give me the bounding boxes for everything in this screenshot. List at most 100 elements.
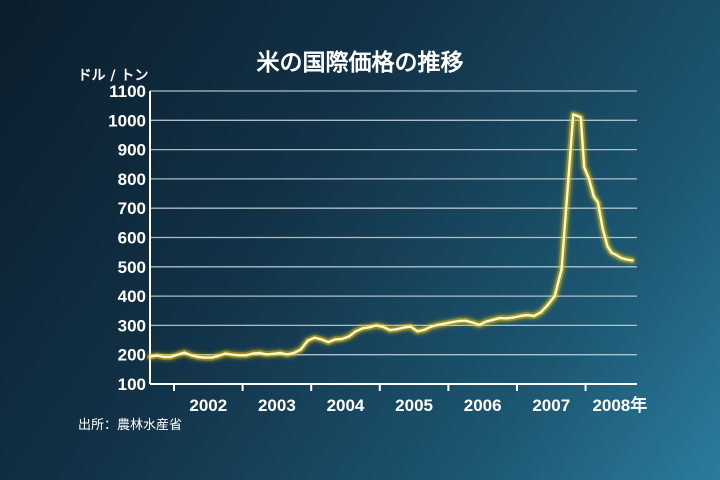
data-point bbox=[471, 321, 474, 324]
data-point bbox=[402, 326, 405, 329]
data-point bbox=[532, 314, 536, 318]
data-point bbox=[443, 322, 447, 325]
data-point bbox=[512, 316, 515, 319]
data-point bbox=[560, 268, 563, 271]
y-tick-label: 1000 bbox=[108, 111, 146, 130]
data-point bbox=[450, 320, 454, 324]
chart-title: 米の国際価格の推移 bbox=[257, 49, 464, 76]
data-point bbox=[484, 320, 488, 323]
x-tick-label: 2008年 bbox=[592, 395, 647, 415]
data-point bbox=[299, 348, 303, 351]
data-point bbox=[615, 253, 618, 257]
data-point bbox=[203, 356, 207, 359]
data-point bbox=[265, 353, 268, 356]
data-point bbox=[327, 340, 330, 344]
data-point bbox=[423, 328, 426, 331]
data-point bbox=[347, 335, 351, 338]
data-point bbox=[620, 256, 623, 260]
x-tick-label: 2005 bbox=[395, 396, 433, 415]
data-point bbox=[576, 114, 579, 118]
price-line-glow bbox=[147, 111, 636, 361]
y-tick-label: 100 bbox=[118, 375, 146, 394]
data-point bbox=[625, 258, 628, 261]
y-tick-label: 1100 bbox=[109, 82, 146, 101]
data-point bbox=[610, 251, 613, 254]
y-tick-label: 500 bbox=[118, 258, 146, 277]
data-point bbox=[333, 338, 337, 341]
data-point bbox=[244, 354, 248, 357]
data-point bbox=[292, 351, 296, 355]
data-point bbox=[306, 339, 309, 342]
y-tick-label: 300 bbox=[118, 316, 146, 335]
data-point bbox=[375, 324, 378, 327]
data-point bbox=[457, 319, 460, 323]
data-point bbox=[505, 317, 508, 320]
data-point bbox=[567, 177, 570, 181]
data-point bbox=[491, 318, 495, 322]
y-tick-label: 600 bbox=[118, 229, 146, 248]
data-point bbox=[313, 336, 316, 339]
data-point bbox=[572, 113, 575, 116]
x-tick-label: 2006 bbox=[464, 396, 502, 415]
data-point bbox=[539, 311, 543, 314]
y-tick-label: 700 bbox=[118, 199, 146, 218]
data-point bbox=[258, 351, 261, 355]
data-point bbox=[478, 323, 481, 327]
x-tick-label: 2002 bbox=[189, 396, 227, 415]
data-point bbox=[272, 352, 275, 356]
data-point bbox=[361, 327, 364, 330]
data-point bbox=[148, 355, 152, 358]
data-point bbox=[596, 201, 600, 204]
data-point bbox=[601, 227, 604, 230]
data-point bbox=[382, 325, 385, 329]
data-point bbox=[237, 354, 241, 357]
y-tick-label: 800 bbox=[118, 170, 146, 189]
data-point bbox=[176, 353, 179, 356]
source-note: 出所：農林水産省 bbox=[78, 417, 182, 433]
x-axis-ticks: 2002 2003 2004 2005 2006 2007 2008年 bbox=[173, 384, 647, 415]
data-point bbox=[579, 116, 582, 119]
data-point bbox=[210, 356, 213, 359]
x-tick-label: 2004 bbox=[327, 396, 365, 415]
data-point bbox=[354, 330, 357, 333]
y-axis-unit-label: ドル / トン bbox=[78, 68, 149, 84]
data-point bbox=[430, 325, 433, 328]
price-line bbox=[148, 113, 634, 359]
y-tick-label: 400 bbox=[118, 287, 146, 306]
data-point bbox=[320, 338, 323, 341]
data-point bbox=[587, 177, 591, 181]
data-point bbox=[416, 330, 419, 333]
data-point bbox=[155, 354, 159, 357]
data-point bbox=[464, 319, 467, 322]
x-tick-label: 2003 bbox=[258, 396, 296, 415]
data-point bbox=[546, 303, 550, 307]
data-point bbox=[251, 352, 255, 355]
y-tick-label: 200 bbox=[118, 346, 146, 365]
data-point bbox=[183, 351, 186, 354]
data-point bbox=[217, 354, 220, 358]
y-axis-ticks: 100 200 300 400 500 600 700 800 900 1000 1100 bbox=[108, 82, 146, 394]
data-point bbox=[189, 354, 193, 357]
data-points bbox=[148, 113, 634, 359]
data-point bbox=[196, 355, 200, 359]
data-point bbox=[436, 323, 440, 327]
x-tick-label: 2007 bbox=[532, 396, 570, 415]
y-tick-label: 900 bbox=[118, 141, 146, 160]
data-point bbox=[630, 259, 634, 262]
data-point bbox=[395, 328, 399, 331]
data-point bbox=[285, 353, 289, 356]
data-point bbox=[162, 355, 165, 359]
data-point bbox=[169, 355, 172, 359]
data-point bbox=[526, 313, 529, 317]
data-point bbox=[519, 314, 522, 318]
data-point bbox=[409, 325, 412, 328]
data-point bbox=[582, 165, 586, 169]
data-point bbox=[606, 245, 609, 248]
data-point bbox=[340, 337, 344, 341]
data-point bbox=[368, 325, 371, 329]
data-point bbox=[553, 294, 556, 298]
data-point bbox=[388, 328, 392, 332]
data-point bbox=[498, 316, 502, 320]
